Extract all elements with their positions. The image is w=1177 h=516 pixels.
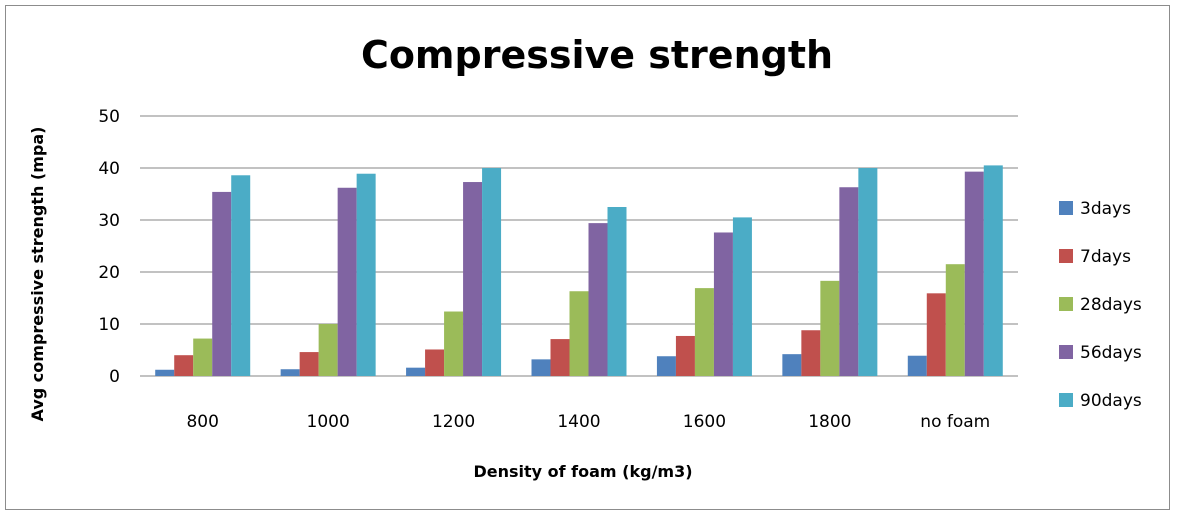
bar-28days-1600 (694, 288, 714, 376)
bar-90days-1000 (356, 173, 376, 376)
bar-3days-no-foam (907, 355, 927, 376)
bar-3days-800 (155, 369, 175, 376)
bar-90days-1600 (732, 217, 752, 376)
x-tick-label: 1800 (808, 412, 851, 432)
bar-90days-no-foam (983, 165, 1003, 376)
y-tick-label: 40 (98, 159, 120, 179)
bar-56days-800 (212, 191, 232, 376)
bar-56days-1800 (839, 187, 859, 376)
legend-swatch-56days (1059, 345, 1073, 359)
bar-56days-no-foam (964, 171, 984, 376)
y-tick-label: 30 (98, 211, 120, 231)
bar-7days-1200 (425, 349, 445, 376)
x-tick-label: 1000 (307, 412, 350, 432)
y-tick-label: 50 (98, 107, 120, 127)
bar-90days-1200 (482, 168, 502, 376)
bar-7days-1600 (675, 335, 695, 376)
bar-90days-1400 (607, 207, 627, 376)
legend-swatch-28days (1059, 297, 1073, 311)
bar-90days-800 (231, 175, 251, 376)
bar-7days-1800 (801, 330, 821, 376)
bar-90days-1800 (858, 168, 878, 376)
bar-28days-1200 (444, 311, 464, 376)
x-tick-label: no foam (920, 412, 990, 432)
bar-28days-no-foam (945, 264, 965, 376)
legend-label-90days: 90days (1080, 391, 1142, 411)
bar-3days-1000 (280, 369, 300, 376)
chart-title: Compressive strength (361, 33, 833, 77)
bar-3days-1600 (656, 356, 676, 376)
y-tick-label: 20 (98, 263, 120, 283)
x-tick-label: 1400 (557, 412, 600, 432)
y-tick-label: 0 (109, 367, 120, 387)
legend-label-7days: 7days (1080, 247, 1131, 267)
bar-56days-1000 (337, 187, 357, 376)
x-tick-label: 1200 (432, 412, 475, 432)
bar-28days-1000 (318, 324, 338, 376)
bar-56days-1600 (713, 232, 733, 376)
legend-label-3days: 3days (1080, 199, 1131, 219)
legend-label-56days: 56days (1080, 343, 1142, 363)
bar-28days-1800 (820, 280, 840, 376)
x-axis-title: Density of foam (kg/m3) (473, 462, 692, 481)
bar-3days-1200 (406, 367, 426, 376)
bars (155, 165, 1003, 376)
legend-label-28days: 28days (1080, 295, 1142, 315)
legend-swatch-90days (1059, 393, 1073, 407)
x-axis-ticks: 800 1000 1200 1400 1600 1800 no foam (186, 412, 990, 432)
bar-56days-1200 (463, 182, 483, 376)
bar-7days-800 (174, 355, 194, 376)
y-axis-ticks: 0 10 20 30 40 50 (98, 107, 120, 387)
y-axis-title: Avg compressive strength (mpa) (28, 127, 47, 422)
bar-56days-1400 (588, 223, 608, 376)
bar-7days-1000 (299, 352, 319, 376)
bar-3days-1400 (531, 359, 551, 376)
bar-7days-1400 (550, 339, 570, 376)
x-tick-label: 800 (186, 412, 218, 432)
legend-swatch-7days (1059, 249, 1073, 263)
bar-28days-800 (193, 338, 213, 376)
bar-3days-1800 (782, 354, 802, 376)
bar-7days-no-foam (926, 293, 946, 376)
legend: 3days 7days 28days 56days 90days (1059, 199, 1142, 411)
legend-swatch-3days (1059, 201, 1073, 215)
x-tick-label: 1600 (683, 412, 726, 432)
y-tick-label: 10 (98, 315, 120, 335)
bar-28days-1400 (569, 291, 589, 376)
